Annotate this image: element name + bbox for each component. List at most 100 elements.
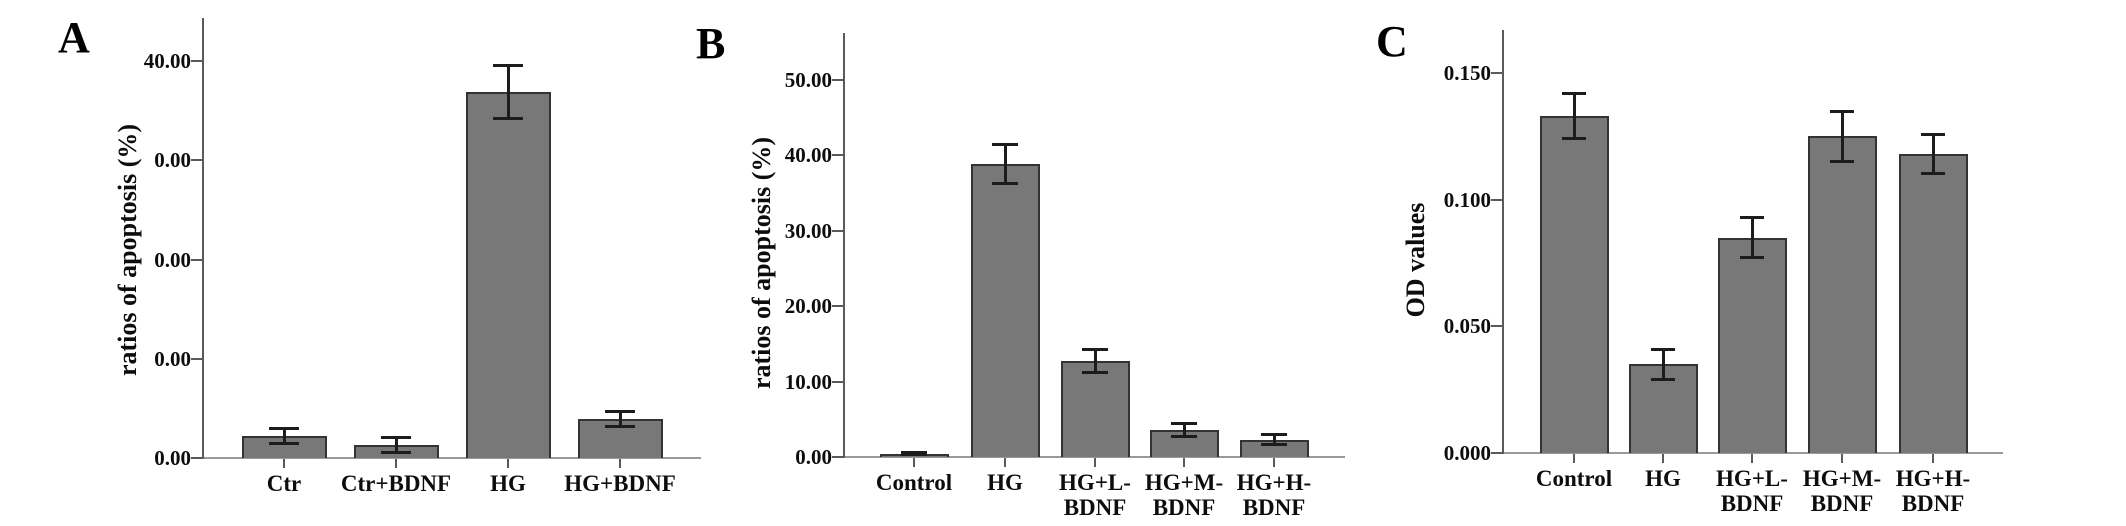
y-tick-mark bbox=[832, 380, 845, 383]
y-tick-mark bbox=[1491, 72, 1504, 74]
error-bar-cap-top bbox=[1171, 422, 1197, 426]
y-tick-label: 0.00 bbox=[154, 446, 191, 470]
x-tick-mark bbox=[1004, 458, 1006, 467]
error-bar-line bbox=[506, 64, 510, 119]
x-category-label: HG+L- BDNF bbox=[1662, 466, 1842, 516]
x-category-label-line: HG bbox=[1645, 466, 1681, 491]
error-bar-cap-bottom bbox=[1921, 172, 1945, 176]
y-tick-label: 0.00 bbox=[154, 247, 191, 272]
x-tick-mark bbox=[1932, 454, 1934, 463]
x-tick-mark bbox=[1573, 454, 1575, 463]
error-bar-cap-bottom bbox=[493, 116, 523, 120]
y-tick-mark bbox=[832, 78, 845, 81]
y-tick-label: 0.100 bbox=[1443, 187, 1491, 212]
y-tick-label: 0.000 bbox=[1443, 441, 1491, 465]
error-bar-cap-top bbox=[1651, 348, 1675, 352]
y-tick-mark bbox=[1491, 325, 1504, 328]
x-tick-mark bbox=[1841, 454, 1843, 463]
error-bar-cap-bottom bbox=[269, 442, 299, 446]
error-bar-cap-top bbox=[992, 143, 1018, 147]
x-category-label-line: BDNF bbox=[1063, 495, 1127, 520]
panel-letter-b: B bbox=[696, 19, 726, 68]
error-bar-line bbox=[1182, 423, 1186, 437]
x-category-label-line: HG+M- bbox=[1144, 470, 1224, 495]
y-axis-line bbox=[843, 33, 845, 457]
x-tick-mark bbox=[619, 459, 621, 468]
y-tick-mark bbox=[191, 357, 204, 360]
x-tick-mark bbox=[1751, 454, 1753, 463]
error-bar-cap-top bbox=[1921, 132, 1945, 136]
x-category-label-line: Control bbox=[875, 470, 953, 495]
y-tick-mark bbox=[191, 258, 204, 261]
error-bar-cap-bottom bbox=[1261, 442, 1287, 446]
y-tick-label: 0.150 bbox=[1443, 61, 1491, 85]
x-category-label: Control bbox=[824, 470, 1004, 495]
error-bar-line bbox=[282, 428, 286, 445]
x-category-label-line: HG bbox=[987, 470, 1023, 495]
error-bar-line bbox=[618, 411, 622, 428]
y-tick-label: 40.00 bbox=[143, 49, 191, 73]
error-bar-cap-top bbox=[605, 410, 635, 414]
y-tick-mark bbox=[1491, 198, 1504, 201]
panel-letter-a: A bbox=[58, 13, 90, 62]
y-tick-label: 30.00 bbox=[784, 218, 832, 243]
x-category-label: HG+H- BDNF bbox=[1843, 466, 2023, 516]
error-bar-line bbox=[1003, 144, 1007, 184]
error-bar-cap-top bbox=[269, 427, 299, 431]
y-tick-label: 10.00 bbox=[784, 369, 832, 394]
x-axis-line bbox=[202, 457, 701, 459]
x-category-label-line: Control bbox=[1535, 466, 1613, 491]
error-bar-cap-bottom bbox=[901, 453, 927, 457]
error-bar-line bbox=[394, 437, 398, 454]
x-category-label-line: BDNF bbox=[1242, 495, 1306, 520]
x-tick-mark bbox=[1094, 458, 1096, 467]
x-tick-mark bbox=[395, 459, 397, 468]
x-tick-mark bbox=[507, 459, 509, 468]
error-bar-line bbox=[1931, 133, 1935, 175]
y-tick-label: 50.00 bbox=[784, 67, 832, 92]
x-category-label-line: BDNF bbox=[1810, 491, 1874, 516]
x-axis-line bbox=[843, 456, 1345, 458]
x-category-label: HG+M- BDNF bbox=[1094, 470, 1274, 520]
error-bar-cap-bottom bbox=[605, 425, 635, 429]
error-bar-cap-top bbox=[1740, 216, 1764, 220]
x-tick-mark bbox=[1662, 454, 1664, 463]
y-tick-mark bbox=[832, 229, 845, 232]
bar bbox=[1628, 364, 1698, 453]
error-bar-line bbox=[1840, 111, 1844, 162]
error-bar-cap-top bbox=[381, 436, 411, 440]
error-bar-line bbox=[1272, 434, 1276, 445]
x-category-label-line: HG bbox=[490, 471, 526, 496]
error-bar-cap-top bbox=[493, 63, 523, 67]
error-bar-cap-bottom bbox=[1562, 136, 1586, 140]
y-tick-label: 0.00 bbox=[154, 346, 191, 371]
error-bar-line bbox=[1661, 349, 1665, 380]
x-category-label: HG bbox=[915, 470, 1095, 495]
y-tick-mark bbox=[832, 154, 845, 156]
bar bbox=[465, 92, 551, 458]
error-bar-cap-top bbox=[1562, 92, 1586, 96]
x-category-label-line: HG+H- bbox=[1236, 470, 1312, 495]
y-tick-mark bbox=[832, 305, 845, 307]
x-category-label-line: HG+M- bbox=[1802, 466, 1882, 491]
panel-letter-c: C bbox=[1376, 17, 1408, 66]
error-bar-cap-bottom bbox=[1830, 159, 1854, 163]
y-tick-label: 40.00 bbox=[784, 143, 832, 167]
error-bar-cap-bottom bbox=[1651, 377, 1675, 381]
x-category-label-line: BDNF bbox=[1720, 491, 1784, 516]
y-tick-mark bbox=[832, 456, 845, 458]
error-bar-cap-top bbox=[1261, 433, 1287, 437]
y-tick-label: 0.050 bbox=[1443, 314, 1491, 339]
bar bbox=[1717, 238, 1787, 453]
y-tick-mark bbox=[191, 159, 204, 162]
x-axis-line bbox=[1502, 452, 2003, 454]
x-category-label: HG+M- BDNF bbox=[1752, 466, 1932, 516]
y-tick-mark bbox=[191, 457, 204, 459]
error-bar-cap-top bbox=[1830, 110, 1854, 113]
x-category-label: Ctr+BDNF bbox=[306, 471, 486, 496]
error-bar-line bbox=[1093, 349, 1097, 374]
